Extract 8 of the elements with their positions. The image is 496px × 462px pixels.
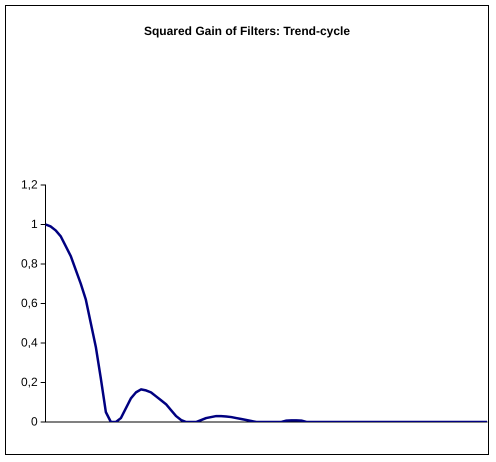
y-tick-label: 0,8 [20,256,38,270]
chart-title: Squared Gain of Filters: Trend-cycle [142,24,352,38]
y-tick-label: 0,4 [20,335,38,350]
y-tick-label: 0 [30,414,38,428]
y-tick-label: 1,2 [20,177,38,192]
y-tick-label: 0,6 [20,296,38,310]
y-tick-label: 0,2 [20,374,38,389]
y-tick-label: 1 [30,216,38,231]
